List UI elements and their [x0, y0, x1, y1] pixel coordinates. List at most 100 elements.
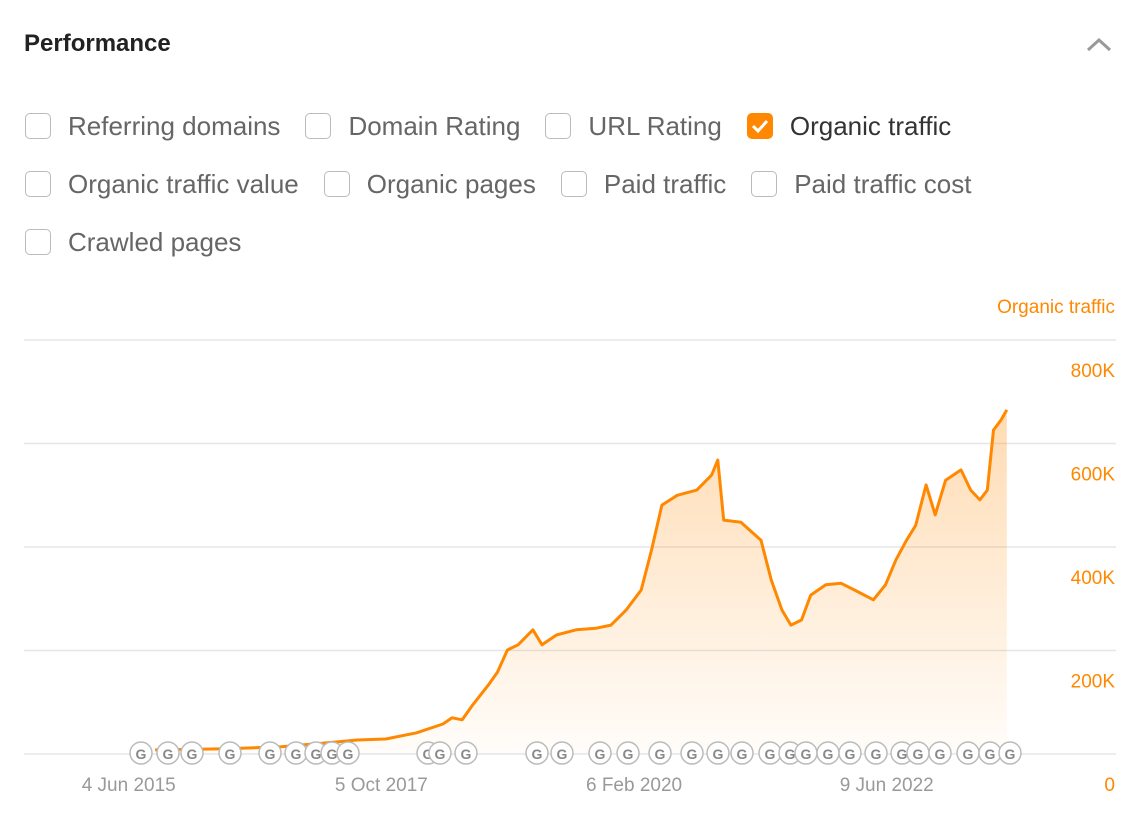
collapse-button[interactable]: [1086, 36, 1112, 54]
update-marker[interactable]: G: [928, 741, 952, 765]
marker-label: G: [935, 746, 946, 762]
marker-circle: [336, 741, 360, 765]
marker-circle: [550, 741, 574, 765]
metric-checkbox[interactable]: Paid traffic cost: [751, 164, 971, 204]
metric-checkbox[interactable]: Crawled pages: [25, 222, 241, 262]
update-marker[interactable]: G: [978, 741, 1002, 765]
update-marker[interactable]: G: [890, 741, 914, 765]
marker-circle: [525, 741, 549, 765]
update-marker[interactable]: G: [648, 741, 672, 765]
checkbox[interactable]: [323, 171, 350, 197]
update-marker[interactable]: G: [320, 741, 344, 765]
metric-checkbox[interactable]: Organic traffic value: [25, 164, 299, 204]
marker-label: G: [327, 746, 338, 762]
checkbox[interactable]: [751, 171, 778, 197]
update-marker[interactable]: G: [258, 741, 282, 765]
marker-circle: [998, 741, 1022, 765]
update-marker[interactable]: G: [156, 741, 180, 765]
marker-label: G: [963, 746, 974, 762]
checkbox[interactable]: [25, 113, 51, 139]
marker-label: G: [595, 746, 606, 762]
marker-circle: [304, 741, 328, 765]
marker-label: G: [265, 746, 276, 762]
checkbox-label[interactable]: Domain Rating: [348, 110, 521, 141]
checkbox-label[interactable]: Organic traffic value: [68, 168, 299, 199]
checkbox[interactable]: [25, 171, 51, 197]
update-marker[interactable]: G: [864, 741, 888, 765]
update-marker[interactable]: G: [129, 741, 153, 765]
update-marker[interactable]: G: [616, 741, 640, 765]
marker-label: G: [423, 746, 434, 762]
marker-label: G: [897, 746, 908, 762]
marker-circle: [730, 741, 754, 765]
y-axis-label: Organic traffic: [997, 297, 1115, 318]
x-tick-label: 9 Jun 2022: [840, 775, 934, 796]
metric-checkbox[interactable]: Organic pages: [323, 164, 536, 204]
marker-circle: [906, 741, 930, 765]
update-marker[interactable]: G: [794, 741, 818, 765]
update-marker[interactable]: G: [680, 741, 704, 765]
y-tick-label: 0: [1104, 775, 1115, 796]
marker-label: G: [801, 746, 812, 762]
marker-circle: [794, 741, 818, 765]
update-marker[interactable]: G: [730, 741, 754, 765]
marker-circle: [129, 741, 153, 765]
checkbox-label[interactable]: Referring domains: [68, 110, 281, 141]
marker-label: G: [557, 746, 568, 762]
marker-label: G: [713, 746, 724, 762]
checkbox[interactable]: [545, 113, 572, 139]
marker-label: G: [687, 746, 698, 762]
update-marker[interactable]: G: [838, 741, 862, 765]
update-marker[interactable]: G: [428, 741, 452, 765]
y-tick-label: 400K: [1071, 568, 1116, 589]
checkbox-label[interactable]: URL Rating: [588, 110, 722, 141]
update-marker[interactable]: G: [588, 741, 612, 765]
checkbox-label[interactable]: Organic pages: [366, 168, 536, 199]
update-marker[interactable]: G: [416, 741, 440, 765]
update-marker[interactable]: G: [525, 741, 549, 765]
update-marker[interactable]: G: [816, 741, 840, 765]
update-marker[interactable]: G: [956, 741, 980, 765]
marker-label: G: [136, 746, 147, 762]
marker-circle: [816, 741, 840, 765]
marker-label: G: [985, 746, 996, 762]
checkbox[interactable]: [560, 171, 587, 197]
area-fill: [155, 409, 1007, 754]
metric-checkbox[interactable]: Paid traffic: [560, 164, 727, 204]
checkbox[interactable]: [305, 113, 332, 139]
update-marker[interactable]: G: [454, 741, 478, 765]
checkbox[interactable]: [25, 229, 51, 255]
checkbox[interactable]: [746, 113, 773, 139]
metric-checkbox[interactable]: Organic traffic: [746, 106, 952, 146]
update-marker[interactable]: G: [336, 741, 360, 765]
update-marker[interactable]: G: [218, 741, 242, 765]
marker-label: G: [785, 746, 796, 762]
update-marker[interactable]: G: [284, 741, 308, 765]
checkbox-label[interactable]: Paid traffic cost: [794, 168, 972, 199]
update-marker[interactable]: G: [304, 741, 328, 765]
marker-label: G: [655, 746, 666, 762]
marker-label: G: [765, 746, 776, 762]
marker-label: G: [225, 746, 236, 762]
marker-circle: [616, 741, 640, 765]
x-tick-label: 5 Oct 2017: [335, 775, 428, 796]
metric-checkbox[interactable]: URL Rating: [545, 106, 722, 146]
update-marker[interactable]: G: [180, 741, 204, 765]
checkbox-label[interactable]: Crawled pages: [68, 226, 242, 257]
marker-label: G: [623, 746, 634, 762]
marker-label: G: [163, 746, 174, 762]
checkbox-label[interactable]: Organic traffic: [789, 110, 952, 141]
marker-circle: [416, 741, 440, 765]
metric-checkbox[interactable]: Referring domains: [25, 106, 280, 146]
marker-label: G: [1005, 746, 1016, 762]
update-marker[interactable]: G: [706, 741, 730, 765]
marker-circle: [258, 741, 282, 765]
update-marker[interactable]: G: [998, 741, 1022, 765]
update-marker[interactable]: G: [906, 741, 930, 765]
checkbox-label[interactable]: Paid traffic: [603, 168, 727, 199]
update-marker[interactable]: G: [758, 741, 782, 765]
update-marker[interactable]: G: [778, 741, 802, 765]
metric-checkbox[interactable]: Domain Rating: [305, 106, 520, 146]
update-marker[interactable]: G: [550, 741, 574, 765]
